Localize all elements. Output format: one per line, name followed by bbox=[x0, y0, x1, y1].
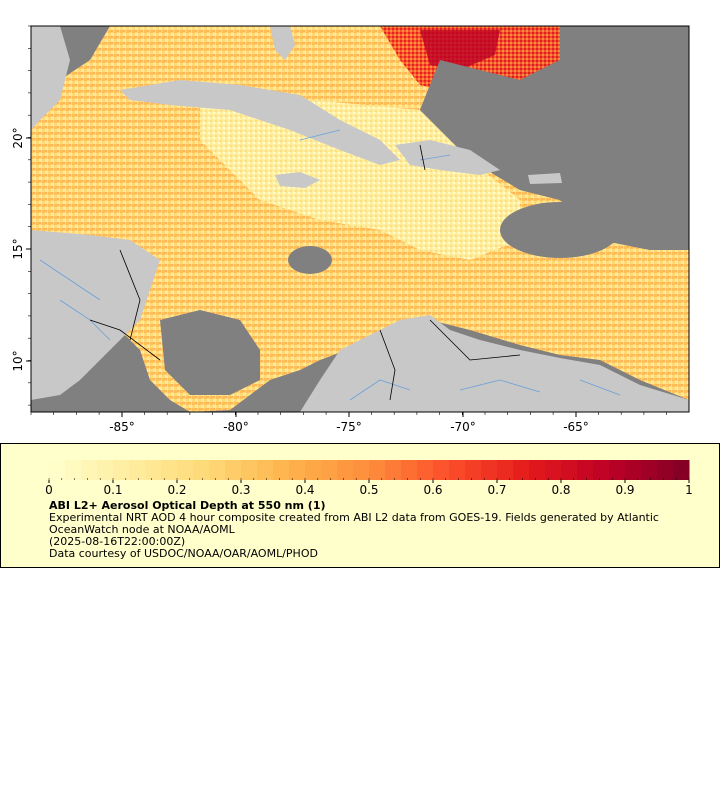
colorbar-swatch bbox=[337, 460, 354, 480]
colorbar-swatch bbox=[449, 460, 466, 480]
colorbar-tick-label: 0.2 bbox=[167, 483, 186, 497]
colorbar-swatch bbox=[465, 460, 482, 480]
colorbar-tick-label: 0.4 bbox=[295, 483, 314, 497]
legend-panel: 0 0.1 0.2 0.3 0.4 0.5 0.6 0.7 0.8 0.9 1 ABI L2+ Ae… bbox=[0, 443, 720, 568]
colorbar-swatch bbox=[369, 460, 386, 480]
colorbar-swatch bbox=[321, 460, 338, 480]
ocean-clear-east bbox=[500, 202, 620, 258]
colorbar-swatch bbox=[625, 460, 642, 480]
lon-tick-label: -85° bbox=[109, 420, 135, 434]
border-lines bbox=[89, 144, 521, 401]
colorbar-swatch bbox=[481, 460, 498, 480]
colorbar-swatch bbox=[145, 460, 162, 480]
colorbar-swatch bbox=[561, 460, 578, 480]
colorbar-swatch bbox=[65, 460, 82, 480]
colorbar-swatch bbox=[513, 460, 530, 480]
legend-timestamp: (2025-08-16T22:00:00Z) bbox=[49, 535, 186, 548]
colorbar-swatch bbox=[593, 460, 610, 480]
colorbar-tick-label: 0.8 bbox=[551, 483, 570, 497]
land-south-america bbox=[300, 315, 689, 412]
lon-tick-label: -70° bbox=[450, 420, 476, 434]
colorbar-swatch bbox=[401, 460, 418, 480]
colorbar-swatch bbox=[161, 460, 178, 480]
colorbar-swatch bbox=[241, 460, 258, 480]
lon-tick-label: -65° bbox=[563, 420, 589, 434]
colorbar-tick-label: 0 bbox=[45, 483, 53, 497]
colorbar-swatch bbox=[305, 460, 322, 480]
colorbar-swatch bbox=[433, 460, 450, 480]
land-puerto-rico bbox=[528, 173, 562, 184]
lon-tick-label: -80° bbox=[223, 420, 249, 434]
colorbar-tick-label: 0.7 bbox=[487, 483, 506, 497]
lat-tick-label: 20° bbox=[11, 127, 25, 148]
lat-tick-label: 10° bbox=[11, 350, 25, 371]
colorbar-swatch bbox=[81, 460, 98, 480]
map-panel: -85° -80° -75° -70° -65° 20° 15° 10° bbox=[11, 25, 690, 434]
colorbar-swatch bbox=[657, 460, 674, 480]
colorbar-swatch bbox=[673, 460, 690, 480]
ocean-clear-caribbean bbox=[160, 310, 260, 395]
colorbar-swatch bbox=[257, 460, 274, 480]
legend-description: Experimental NRT AOD 4 hour composite cr… bbox=[49, 511, 659, 536]
colorbar-swatch bbox=[273, 460, 290, 480]
colorbar-swatch bbox=[209, 460, 226, 480]
colorbar-swatch bbox=[545, 460, 562, 480]
colorbar-tick-label: 0.9 bbox=[615, 483, 634, 497]
colorbar-swatch bbox=[385, 460, 402, 480]
land-cuba bbox=[120, 80, 400, 165]
land-hispaniola bbox=[395, 140, 500, 175]
ocean-clear-center bbox=[288, 246, 332, 274]
colorbar-swatch bbox=[577, 460, 594, 480]
colorbar-ticks: 0 0.1 0.2 0.3 0.4 0.5 0.6 0.7 0.8 0.9 1 bbox=[45, 478, 693, 497]
colorbar-tick-label: 0.5 bbox=[359, 483, 378, 497]
map-frame bbox=[30, 25, 690, 413]
colorbar-swatch bbox=[225, 460, 242, 480]
colorbar-swatch bbox=[49, 460, 66, 480]
colorbar: 0 0.1 0.2 0.3 0.4 0.5 0.6 0.7 0.8 0.9 1 bbox=[45, 460, 693, 497]
colorbar-tick-label: 0.6 bbox=[423, 483, 442, 497]
axis-ticks: -85° -80° -75° -70° -65° 20° 15° 10° bbox=[11, 25, 667, 434]
colorbar-swatch bbox=[97, 460, 114, 480]
colorbar-swatch bbox=[417, 460, 434, 480]
aod-layer-light bbox=[200, 90, 520, 260]
lat-tick-label: 15° bbox=[11, 238, 25, 259]
legend-text: ABI L2+ Aerosol Optical Depth at 550 nm … bbox=[49, 500, 699, 560]
land-yucatan bbox=[31, 26, 70, 130]
colorbar-swatch bbox=[113, 460, 130, 480]
colorbar-swatch bbox=[609, 460, 626, 480]
colorbar-swatches bbox=[49, 460, 690, 480]
aod-map: -85° -80° -75° -70° -65° 20° 15° 10° bbox=[11, 25, 690, 434]
lon-tick-label: -75° bbox=[336, 420, 362, 434]
colorbar-swatch bbox=[529, 460, 546, 480]
legend-title: ABI L2+ Aerosol Optical Depth at 550 nm … bbox=[49, 499, 326, 512]
land-jamaica bbox=[275, 172, 320, 188]
colorbar-tick-label: 0.1 bbox=[103, 483, 122, 497]
colorbar-swatch bbox=[193, 460, 210, 480]
colorbar-tick-label: 1 bbox=[685, 483, 693, 497]
colorbar-swatch bbox=[497, 460, 514, 480]
land-florida bbox=[270, 26, 295, 60]
colorbar-swatch bbox=[129, 460, 146, 480]
land-central-america bbox=[31, 230, 160, 400]
colorbar-swatch bbox=[289, 460, 306, 480]
ocean-clear-atlantic bbox=[420, 60, 689, 250]
colorbar-swatch bbox=[353, 460, 370, 480]
colorbar-swatch bbox=[177, 460, 194, 480]
colorbar-swatch bbox=[641, 460, 658, 480]
colorbar-tick-label: 0.3 bbox=[231, 483, 250, 497]
legend-credits: Data courtesy of USDOC/NOAA/OAR/AOML/PHO… bbox=[49, 547, 318, 560]
